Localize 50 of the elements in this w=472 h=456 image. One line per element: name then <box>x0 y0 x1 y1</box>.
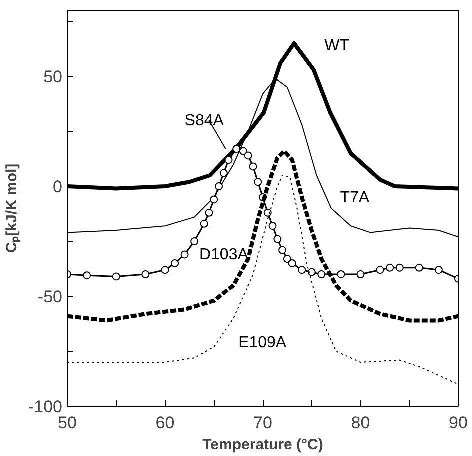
point <box>249 162 258 171</box>
point <box>268 222 277 230</box>
point <box>376 266 384 274</box>
point <box>171 260 180 268</box>
point <box>278 246 287 254</box>
point <box>161 266 170 274</box>
point <box>434 266 443 274</box>
x-tick-label: 60 <box>156 414 175 432</box>
series-label: WT <box>324 38 350 54</box>
series-label: T7A <box>340 189 370 206</box>
point <box>232 145 241 154</box>
x-tick-label: 80 <box>351 414 370 432</box>
x-tick-label: 90 <box>449 414 468 432</box>
point <box>274 235 282 244</box>
y-tick-label: -100 <box>28 398 63 416</box>
point <box>244 152 252 160</box>
point <box>190 238 199 246</box>
point <box>308 268 316 276</box>
y-tick-label: -50 <box>38 288 63 306</box>
point <box>200 220 208 228</box>
point <box>220 169 228 178</box>
series-label: E109A <box>238 334 287 352</box>
point <box>396 264 404 272</box>
point <box>356 270 365 278</box>
x-tick-label: 70 <box>254 414 272 432</box>
point <box>254 178 262 186</box>
point <box>180 250 189 259</box>
y-tick-label: 50 <box>44 68 63 86</box>
point <box>112 272 120 281</box>
series-label: D103A <box>199 246 249 264</box>
point <box>415 264 424 272</box>
point <box>239 147 248 156</box>
point <box>205 208 214 217</box>
x-tick-label: 50 <box>58 414 77 432</box>
y-tick-label: 0 <box>53 178 63 196</box>
point <box>283 255 292 264</box>
point <box>386 264 394 272</box>
x-axis-title: Temperature (°C) <box>202 436 324 454</box>
point <box>337 270 346 278</box>
point <box>264 208 272 217</box>
point <box>224 156 233 164</box>
point <box>288 260 296 268</box>
point <box>210 196 218 204</box>
point <box>142 270 150 278</box>
y-axis-title: Cₚ[kJ/K mol] <box>3 164 20 254</box>
point <box>298 266 306 274</box>
point <box>318 270 326 278</box>
series-label: S84A <box>184 112 224 130</box>
point <box>215 182 224 190</box>
point <box>83 272 92 280</box>
